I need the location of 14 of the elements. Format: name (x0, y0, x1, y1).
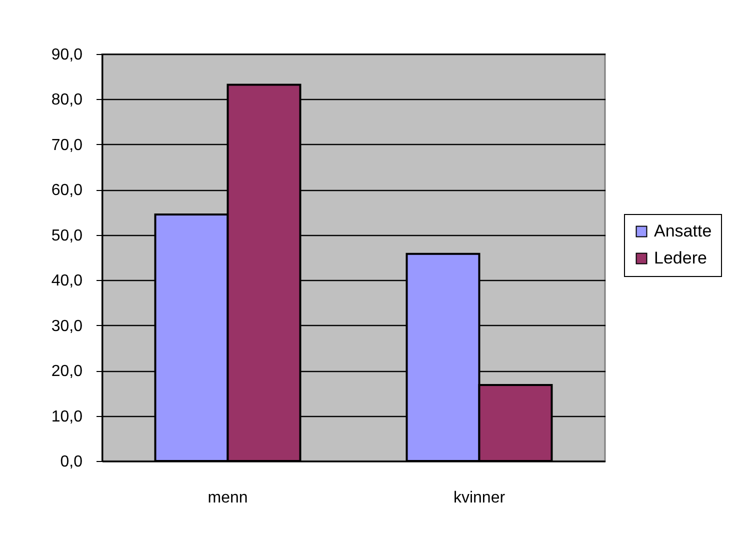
legend-label: Ledere (654, 248, 707, 268)
y-tick-label: 20,0 (51, 363, 83, 380)
y-tick-label: 70,0 (51, 136, 83, 154)
y-tick-label: 50,0 (51, 227, 83, 244)
y-tick-label: 30,0 (51, 318, 83, 335)
y-tick-label: 40,0 (51, 272, 83, 290)
y-tick-label: 10,0 (51, 408, 83, 426)
y-tick-label: 60,0 (51, 182, 83, 200)
y-tick-label: 80,0 (51, 92, 83, 109)
y-tick-label: 0,0 (60, 454, 83, 470)
y-tick-label: 90,0 (51, 46, 83, 64)
x-tick-label: kvinner (453, 490, 506, 506)
legend-label: Ansatte (654, 222, 712, 240)
x-tick-label: menn (208, 490, 248, 506)
